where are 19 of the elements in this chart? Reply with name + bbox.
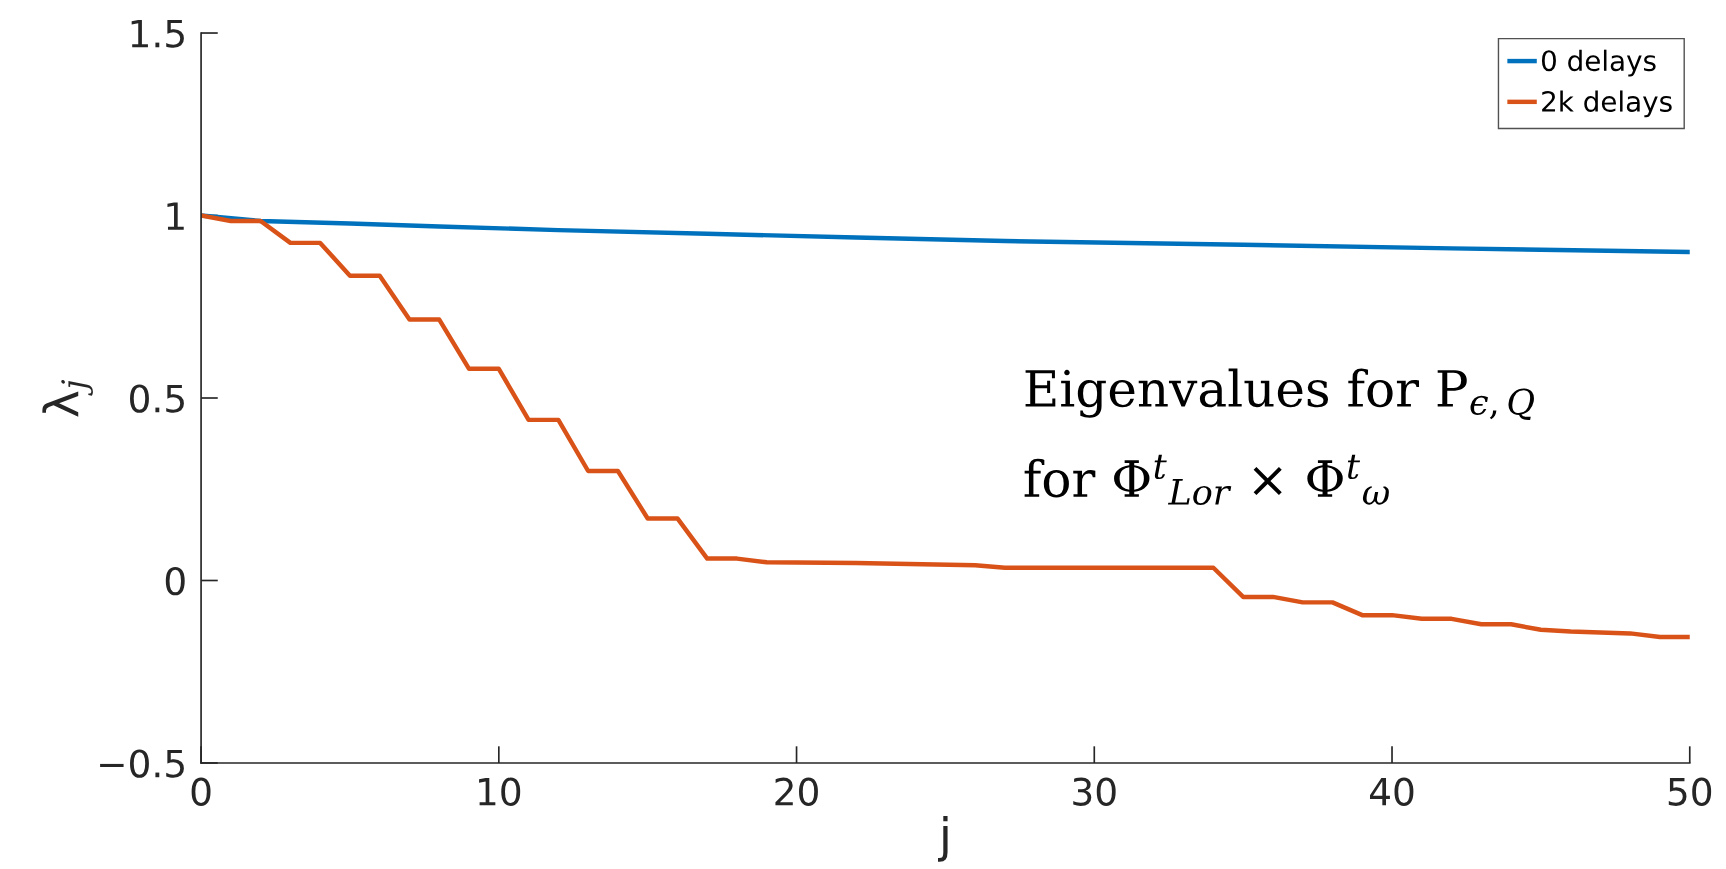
annotation: for Φ$^{t}$$_{Lor}$ × Φ$^{t}$$_{ω}$ [1024,454,1389,506]
y-tick-label: 0.5 [130,384,184,413]
y-tick-label: 1.5 [131,19,184,48]
x-tick-label: 30 [1073,777,1116,806]
line-series [201,213,1690,640]
y-tick-label: −0.5 [100,749,184,778]
x-tick-label: 0 [191,777,211,806]
x-tick-label: 20 [775,777,818,806]
y-axis-title: λ$_{j}$ [42,379,93,417]
annotation: Eigenvalues for P$_{ϵ,Q}$ [1025,368,1534,420]
legend-label: 0 delays [1541,49,1656,77]
x-tick-label: 10 [479,777,521,806]
x-tick-label: 50 [1668,777,1712,806]
y-tick-label: 1 [167,202,184,230]
line-series [201,213,1690,255]
y-tick-label: 0 [165,566,185,596]
x-tick-label: 40 [1369,777,1414,806]
x-axis-title: j [938,815,948,862]
legend-label: 2k delays [1542,90,1672,118]
